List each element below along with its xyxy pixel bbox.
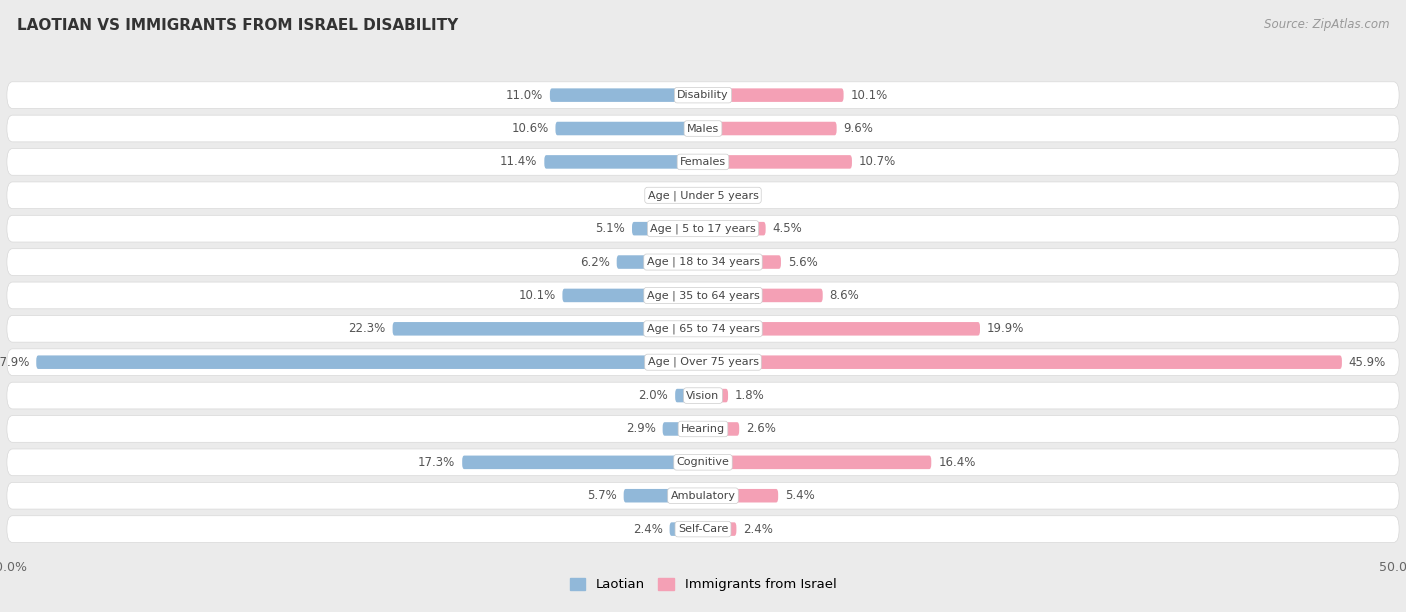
- FancyBboxPatch shape: [392, 322, 703, 335]
- Text: LAOTIAN VS IMMIGRANTS FROM ISRAEL DISABILITY: LAOTIAN VS IMMIGRANTS FROM ISRAEL DISABI…: [17, 18, 458, 34]
- Text: 8.6%: 8.6%: [830, 289, 859, 302]
- FancyBboxPatch shape: [550, 88, 703, 102]
- FancyBboxPatch shape: [7, 349, 1399, 376]
- Text: Females: Females: [681, 157, 725, 167]
- Text: 5.1%: 5.1%: [595, 222, 626, 235]
- Text: 0.96%: 0.96%: [723, 188, 761, 202]
- Text: Age | 5 to 17 years: Age | 5 to 17 years: [650, 223, 756, 234]
- FancyBboxPatch shape: [703, 155, 852, 169]
- Text: 10.1%: 10.1%: [851, 89, 887, 102]
- Text: Age | Under 5 years: Age | Under 5 years: [648, 190, 758, 201]
- Text: Age | 65 to 74 years: Age | 65 to 74 years: [647, 324, 759, 334]
- Text: 22.3%: 22.3%: [349, 323, 385, 335]
- FancyBboxPatch shape: [7, 482, 1399, 509]
- Text: Age | Over 75 years: Age | Over 75 years: [648, 357, 758, 367]
- Text: Age | 18 to 34 years: Age | 18 to 34 years: [647, 257, 759, 267]
- Text: Males: Males: [688, 124, 718, 133]
- Text: 11.4%: 11.4%: [501, 155, 537, 168]
- FancyBboxPatch shape: [617, 255, 703, 269]
- Text: Self-Care: Self-Care: [678, 524, 728, 534]
- FancyBboxPatch shape: [7, 115, 1399, 142]
- FancyBboxPatch shape: [662, 422, 703, 436]
- Text: 16.4%: 16.4%: [938, 456, 976, 469]
- Text: 4.5%: 4.5%: [773, 222, 803, 235]
- FancyBboxPatch shape: [703, 122, 837, 135]
- FancyBboxPatch shape: [703, 455, 931, 469]
- Text: Cognitive: Cognitive: [676, 457, 730, 468]
- Text: 2.6%: 2.6%: [747, 422, 776, 436]
- FancyBboxPatch shape: [703, 88, 844, 102]
- FancyBboxPatch shape: [633, 222, 703, 236]
- Legend: Laotian, Immigrants from Israel: Laotian, Immigrants from Israel: [564, 573, 842, 597]
- FancyBboxPatch shape: [703, 422, 740, 436]
- FancyBboxPatch shape: [703, 322, 980, 335]
- FancyBboxPatch shape: [703, 389, 728, 402]
- Text: 10.7%: 10.7%: [859, 155, 896, 168]
- Text: 47.9%: 47.9%: [0, 356, 30, 368]
- FancyBboxPatch shape: [624, 489, 703, 502]
- Text: Source: ZipAtlas.com: Source: ZipAtlas.com: [1264, 18, 1389, 31]
- Text: Vision: Vision: [686, 390, 720, 401]
- Text: 17.3%: 17.3%: [418, 456, 456, 469]
- Text: Age | 35 to 64 years: Age | 35 to 64 years: [647, 290, 759, 300]
- Text: 9.6%: 9.6%: [844, 122, 873, 135]
- FancyBboxPatch shape: [703, 489, 778, 502]
- Text: 2.4%: 2.4%: [744, 523, 773, 536]
- FancyBboxPatch shape: [7, 82, 1399, 108]
- FancyBboxPatch shape: [703, 222, 766, 236]
- FancyBboxPatch shape: [562, 289, 703, 302]
- Text: 1.8%: 1.8%: [735, 389, 765, 402]
- FancyBboxPatch shape: [463, 455, 703, 469]
- FancyBboxPatch shape: [7, 215, 1399, 242]
- Text: 11.0%: 11.0%: [506, 89, 543, 102]
- Text: 2.0%: 2.0%: [638, 389, 668, 402]
- FancyBboxPatch shape: [669, 522, 703, 536]
- FancyBboxPatch shape: [544, 155, 703, 169]
- Text: 5.4%: 5.4%: [785, 489, 815, 502]
- FancyBboxPatch shape: [7, 149, 1399, 175]
- FancyBboxPatch shape: [703, 522, 737, 536]
- FancyBboxPatch shape: [7, 516, 1399, 542]
- FancyBboxPatch shape: [7, 382, 1399, 409]
- Text: 1.2%: 1.2%: [650, 188, 679, 202]
- Text: 6.2%: 6.2%: [579, 256, 610, 269]
- Text: 5.6%: 5.6%: [787, 256, 818, 269]
- FancyBboxPatch shape: [7, 182, 1399, 209]
- FancyBboxPatch shape: [703, 255, 780, 269]
- Text: 2.4%: 2.4%: [633, 523, 662, 536]
- Text: 10.1%: 10.1%: [519, 289, 555, 302]
- FancyBboxPatch shape: [686, 188, 703, 202]
- Text: Ambulatory: Ambulatory: [671, 491, 735, 501]
- Text: 10.6%: 10.6%: [512, 122, 548, 135]
- FancyBboxPatch shape: [703, 356, 1341, 369]
- Text: 45.9%: 45.9%: [1348, 356, 1386, 368]
- FancyBboxPatch shape: [555, 122, 703, 135]
- Text: 5.7%: 5.7%: [586, 489, 617, 502]
- FancyBboxPatch shape: [7, 449, 1399, 476]
- FancyBboxPatch shape: [703, 289, 823, 302]
- FancyBboxPatch shape: [7, 282, 1399, 309]
- Text: 2.9%: 2.9%: [626, 422, 655, 436]
- Text: 19.9%: 19.9%: [987, 323, 1025, 335]
- Text: Disability: Disability: [678, 90, 728, 100]
- FancyBboxPatch shape: [7, 315, 1399, 342]
- FancyBboxPatch shape: [37, 356, 703, 369]
- FancyBboxPatch shape: [7, 416, 1399, 442]
- FancyBboxPatch shape: [703, 188, 717, 202]
- Text: Hearing: Hearing: [681, 424, 725, 434]
- FancyBboxPatch shape: [675, 389, 703, 402]
- FancyBboxPatch shape: [7, 248, 1399, 275]
